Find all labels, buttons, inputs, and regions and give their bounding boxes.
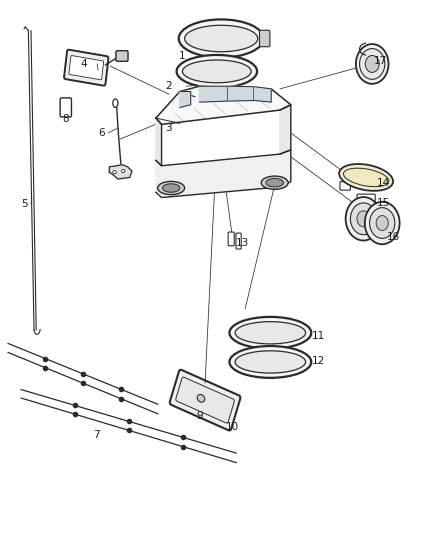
Ellipse shape bbox=[376, 216, 389, 230]
Polygon shape bbox=[156, 150, 291, 198]
Ellipse shape bbox=[261, 176, 288, 189]
Text: 2: 2 bbox=[166, 81, 172, 91]
Polygon shape bbox=[156, 86, 291, 124]
FancyBboxPatch shape bbox=[340, 182, 350, 190]
Ellipse shape bbox=[365, 55, 379, 72]
Ellipse shape bbox=[179, 19, 264, 58]
Text: 13: 13 bbox=[237, 238, 250, 248]
Text: 3: 3 bbox=[166, 123, 172, 133]
FancyBboxPatch shape bbox=[195, 100, 210, 113]
Ellipse shape bbox=[185, 25, 258, 52]
Text: 12: 12 bbox=[311, 356, 325, 366]
FancyBboxPatch shape bbox=[64, 50, 109, 86]
Text: 10: 10 bbox=[226, 422, 239, 432]
Text: 4: 4 bbox=[81, 59, 88, 69]
Ellipse shape bbox=[113, 171, 116, 174]
FancyBboxPatch shape bbox=[181, 100, 196, 113]
Text: 1: 1 bbox=[179, 51, 185, 61]
Ellipse shape bbox=[230, 317, 311, 349]
Text: 11: 11 bbox=[311, 332, 325, 342]
Text: 6: 6 bbox=[98, 128, 105, 138]
Ellipse shape bbox=[360, 49, 385, 79]
Text: 14: 14 bbox=[377, 177, 390, 188]
Text: 5: 5 bbox=[21, 199, 27, 209]
FancyBboxPatch shape bbox=[69, 55, 104, 80]
FancyBboxPatch shape bbox=[170, 370, 240, 431]
Ellipse shape bbox=[339, 164, 393, 191]
Ellipse shape bbox=[350, 203, 377, 235]
Ellipse shape bbox=[121, 169, 125, 173]
Polygon shape bbox=[199, 86, 228, 102]
FancyBboxPatch shape bbox=[116, 51, 128, 61]
Ellipse shape bbox=[113, 99, 118, 108]
Ellipse shape bbox=[356, 44, 389, 84]
Ellipse shape bbox=[346, 197, 381, 240]
FancyBboxPatch shape bbox=[176, 377, 234, 423]
Text: 9: 9 bbox=[196, 411, 203, 421]
Polygon shape bbox=[110, 165, 132, 179]
Ellipse shape bbox=[162, 184, 180, 192]
Ellipse shape bbox=[197, 394, 205, 402]
Ellipse shape bbox=[357, 211, 370, 227]
FancyBboxPatch shape bbox=[259, 30, 270, 47]
Ellipse shape bbox=[235, 351, 306, 373]
Polygon shape bbox=[180, 92, 191, 108]
Polygon shape bbox=[280, 105, 291, 154]
Polygon shape bbox=[254, 87, 271, 102]
Ellipse shape bbox=[177, 55, 257, 88]
Ellipse shape bbox=[158, 181, 185, 195]
FancyBboxPatch shape bbox=[228, 232, 234, 246]
Ellipse shape bbox=[343, 168, 389, 187]
FancyBboxPatch shape bbox=[236, 233, 241, 249]
FancyBboxPatch shape bbox=[60, 98, 71, 117]
Ellipse shape bbox=[235, 321, 306, 344]
Ellipse shape bbox=[266, 179, 283, 187]
Text: 16: 16 bbox=[386, 232, 400, 243]
FancyBboxPatch shape bbox=[357, 194, 375, 203]
Ellipse shape bbox=[230, 346, 311, 378]
Ellipse shape bbox=[365, 202, 399, 244]
Text: 15: 15 bbox=[377, 198, 390, 208]
Ellipse shape bbox=[183, 60, 251, 83]
Text: 7: 7 bbox=[93, 430, 99, 440]
Polygon shape bbox=[229, 86, 254, 101]
Text: 8: 8 bbox=[63, 114, 69, 124]
Text: 17: 17 bbox=[374, 56, 387, 66]
Polygon shape bbox=[156, 118, 162, 166]
Ellipse shape bbox=[370, 208, 395, 238]
